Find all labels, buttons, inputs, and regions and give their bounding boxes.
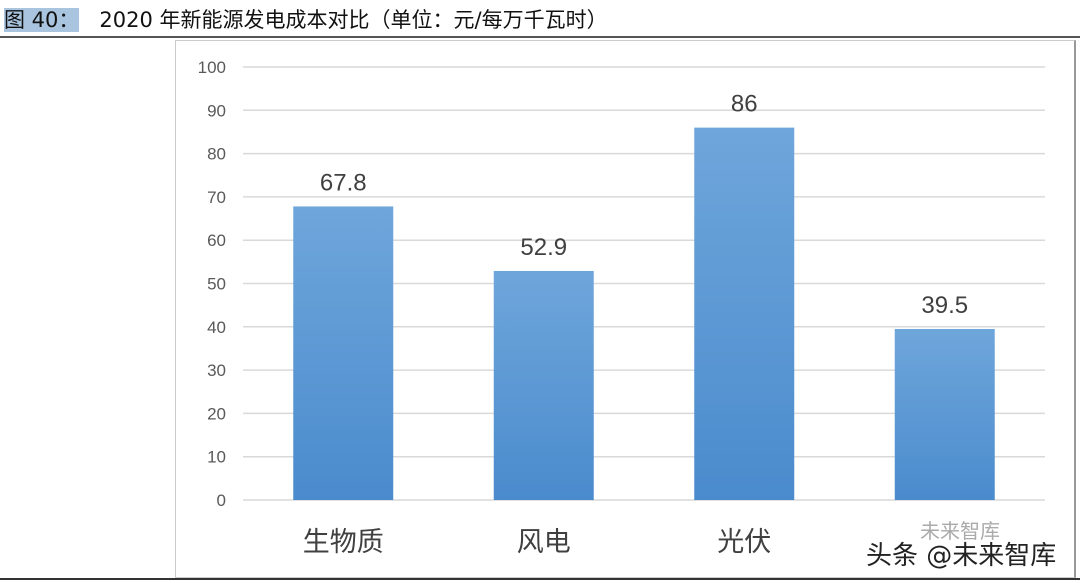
data-label: 67.8 (320, 169, 367, 196)
x-tick-label: 风电 (517, 527, 571, 558)
y-tick-label: 0 (217, 491, 226, 510)
data-label: 39.5 (921, 292, 968, 319)
chart-frame (175, 40, 1076, 578)
y-tick-label: 40 (207, 318, 226, 337)
title-text: 2020 年新能源发电成本对比（单位：元/每万千瓦时） (99, 8, 608, 32)
y-tick-label: 70 (207, 188, 226, 207)
bottom-rule (0, 578, 1080, 580)
watermark-text: 头条 @未来智库 (866, 541, 1057, 571)
y-tick-label: 30 (207, 361, 226, 380)
y-tick-label: 100 (198, 58, 226, 77)
y-tick-label: 80 (207, 145, 226, 164)
bar-2 (493, 270, 594, 500)
figure-label: 图 40： (4, 8, 80, 32)
bar-3 (694, 127, 795, 501)
y-tick-label: 90 (207, 101, 226, 120)
y-tick-label: 10 (207, 448, 226, 467)
watermark-logo: 未来智库 (920, 519, 1000, 543)
data-label: 52.9 (520, 234, 567, 261)
y-tick-label: 50 (207, 275, 226, 294)
y-tick-label: 20 (207, 404, 226, 423)
y-tick-label: 60 (207, 231, 226, 250)
figure-title: 图 40： 2020 年新能源发电成本对比（单位：元/每万千瓦时） (4, 4, 608, 34)
x-tick-label: 生物质 (303, 527, 384, 558)
data-label: 86 (731, 91, 758, 118)
top-rule (0, 36, 1080, 38)
x-tick-label: 光伏 (717, 527, 771, 558)
bar-4 (894, 328, 995, 500)
bar-1 (293, 206, 394, 500)
